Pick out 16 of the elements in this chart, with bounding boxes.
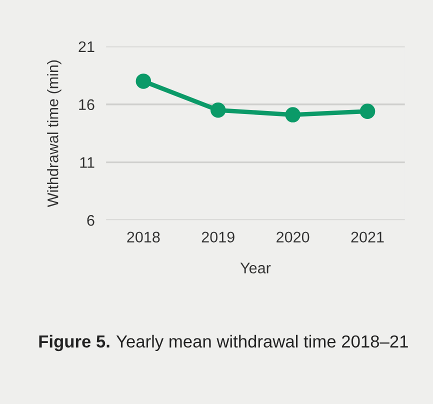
point xyxy=(285,107,300,122)
y-tick-label: 21 xyxy=(78,41,94,52)
x-tick-label: 2019 xyxy=(202,232,234,243)
x-tick-label: 2018 xyxy=(127,232,160,243)
y-axis-title: Withdrawal time (min) xyxy=(47,60,62,208)
text: Figure 5. xyxy=(39,334,110,352)
y-tick-label: 6 xyxy=(87,215,94,226)
y-tick-label: 11 xyxy=(80,157,94,168)
x-axis-title: Year xyxy=(240,262,271,274)
point xyxy=(360,104,376,119)
point xyxy=(136,74,152,89)
x-tick-label: 2020 xyxy=(276,232,310,243)
point xyxy=(210,102,226,118)
text: Yearly mean withdrawal time 2018–21 xyxy=(116,334,408,352)
x-tick-label: 2021 xyxy=(351,232,384,243)
y-tick-label: 16 xyxy=(79,99,94,110)
